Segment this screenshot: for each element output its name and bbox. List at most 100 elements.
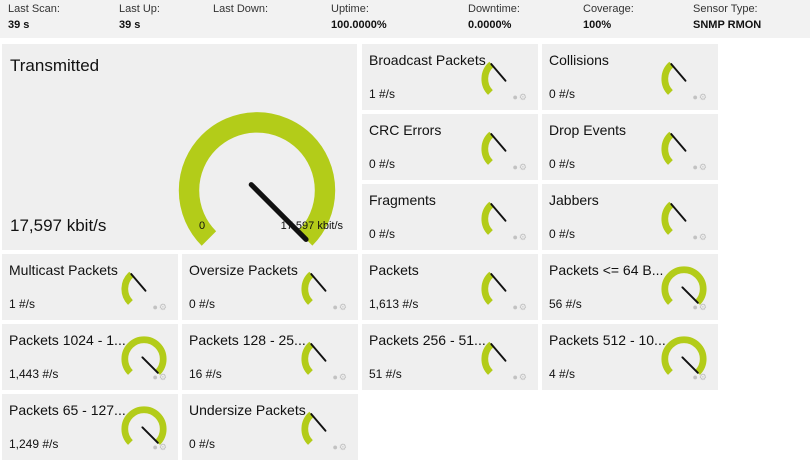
channel-name: Packets 256 - 51... [369, 332, 486, 348]
channel-tile[interactable]: Broadcast Packets 1 #/s ●⚙ [362, 44, 538, 110]
last-scan-value: 39 s [8, 19, 30, 31]
gauge-icon [481, 336, 527, 375]
gauge-icon [481, 126, 527, 165]
channel-tile[interactable]: Packets 1024 - 1... 1,443 #/s ●⚙ [2, 324, 178, 390]
sensor-status-bar: Last Scan: 39 s Last Up: 39 s Last Down:… [0, 0, 810, 38]
channel-name: Packets [369, 262, 419, 278]
channel-value: 1,443 #/s [9, 367, 59, 381]
channel-tile[interactable]: CRC Errors 0 #/s ●⚙ [362, 114, 538, 180]
sensor-type-value: SNMP RMON [693, 19, 762, 31]
tile-actions-icon[interactable]: ●⚙ [332, 302, 348, 312]
tile-actions-icon[interactable]: ●⚙ [152, 302, 168, 312]
channel-name: Packets 512 - 10... [549, 332, 666, 348]
last-down-label: Last Down: [213, 3, 269, 15]
sensor-type-stat: Sensor Type: SNMP RMON [693, 2, 761, 32]
tile-actions-icon[interactable]: ●⚙ [152, 372, 168, 382]
last-up-value: 39 s [119, 19, 141, 31]
channel-tile[interactable]: Packets <= 64 B... 56 #/s ●⚙ [542, 254, 718, 320]
channel-name: Packets 128 - 25... [189, 332, 306, 348]
channel-tile[interactable]: Drop Events 0 #/s ●⚙ [542, 114, 718, 180]
tile-actions-icon[interactable]: ●⚙ [152, 442, 168, 452]
sensor-type-label: Sensor Type: [693, 3, 758, 15]
channel-name: Broadcast Packets [369, 52, 486, 68]
channel-value: 4 #/s [549, 367, 576, 381]
gauge-icon [661, 336, 707, 375]
channel-name: Jabbers [549, 192, 599, 208]
tile-actions-icon[interactable]: ●⚙ [512, 162, 528, 172]
channel-value: 16 #/s [189, 367, 222, 381]
channel-tile[interactable]: Packets 65 - 127... 1,249 #/s ●⚙ [2, 394, 178, 460]
tile-actions-icon[interactable]: ●⚙ [692, 92, 708, 102]
channel-value: 56 #/s [549, 297, 582, 311]
channel-tile[interactable]: Multicast Packets 1 #/s ●⚙ [2, 254, 178, 320]
gauge-icon [301, 406, 347, 445]
channel-tile[interactable]: Fragments 0 #/s ●⚙ [362, 184, 538, 250]
uptime-stat: Uptime: 100.0000% [331, 2, 387, 32]
downtime-stat: Downtime: 0.0000% [468, 2, 520, 32]
channel-tile[interactable]: Jabbers 0 #/s ●⚙ [542, 184, 718, 250]
channel-name: Collisions [549, 52, 609, 68]
channel-value: 0 #/s [549, 227, 576, 241]
gauge-icon [121, 266, 167, 305]
channel-name: CRC Errors [369, 122, 442, 138]
coverage-stat: Coverage: 100% [583, 2, 634, 32]
gauge-icon [661, 56, 707, 95]
channel-name: Packets <= 64 B... [549, 262, 664, 278]
channel-name: Fragments [369, 192, 436, 208]
gauge-icon [661, 196, 707, 235]
uptime-value: 100.0000% [331, 19, 387, 31]
channel-name: Oversize Packets [189, 262, 298, 278]
channel-tile[interactable]: Packets 512 - 10... 4 #/s ●⚙ [542, 324, 718, 390]
tile-actions-icon[interactable]: ●⚙ [512, 92, 528, 102]
channel-tile[interactable]: Packets 256 - 51... 51 #/s ●⚙ [362, 324, 538, 390]
tile-actions-icon[interactable]: ●⚙ [692, 372, 708, 382]
channel-value: 0 #/s [369, 227, 396, 241]
gauge-icon [481, 56, 527, 95]
last-down-stat: Last Down: [213, 2, 268, 18]
channel-value: 0 #/s [549, 157, 576, 171]
channel-tile[interactable]: Collisions 0 #/s ●⚙ [542, 44, 718, 110]
channel-tile[interactable]: Undersize Packets 0 #/s ●⚙ [182, 394, 358, 460]
gauge-min-label: 0 [199, 220, 206, 232]
last-up-stat: Last Up: 39 s [119, 2, 160, 32]
coverage-label: Coverage: [583, 3, 634, 15]
primary-channel-tile[interactable]: Transmitted 17,597 kbit/s 0 17,597 kbit/… [2, 44, 357, 250]
channel-tile[interactable]: Packets 1,613 #/s ●⚙ [362, 254, 538, 320]
tile-actions-icon[interactable]: ●⚙ [692, 232, 708, 242]
primary-gauge-icon [178, 112, 336, 246]
downtime-label: Downtime: [468, 3, 520, 15]
channel-value: 0 #/s [369, 157, 396, 171]
channel-value: 1,613 #/s [369, 297, 419, 311]
channel-value: 1 #/s [9, 297, 36, 311]
tile-actions-icon[interactable]: ●⚙ [692, 162, 708, 172]
last-up-label: Last Up: [119, 3, 160, 15]
gauge-icon [301, 266, 347, 305]
channel-value: 0 #/s [189, 297, 216, 311]
channel-value: 0 #/s [189, 437, 216, 451]
downtime-value: 0.0000% [468, 19, 512, 31]
channel-name: Packets 65 - 127... [9, 402, 126, 418]
primary-channel-title: Transmitted [10, 56, 100, 75]
channel-name: Packets 1024 - 1... [9, 332, 126, 348]
last-scan-label: Last Scan: [8, 3, 60, 15]
gauge-icon [121, 336, 167, 375]
last-scan-stat: Last Scan: 39 s [8, 2, 60, 32]
coverage-value: 100% [583, 19, 612, 31]
tile-actions-icon[interactable]: ●⚙ [512, 232, 528, 242]
channel-value: 51 #/s [369, 367, 402, 381]
gauge-icon [661, 126, 707, 165]
channel-tile[interactable]: Packets 128 - 25... 16 #/s ●⚙ [182, 324, 358, 390]
channel-tile[interactable]: Oversize Packets 0 #/s ●⚙ [182, 254, 358, 320]
channel-name: Multicast Packets [9, 262, 118, 278]
tile-actions-icon[interactable]: ●⚙ [512, 372, 528, 382]
gauge-max-label: 17,597 kbit/s [280, 220, 343, 232]
tile-actions-icon[interactable]: ●⚙ [332, 372, 348, 382]
tile-actions-icon[interactable]: ●⚙ [332, 442, 348, 452]
channel-value: 0 #/s [549, 87, 576, 101]
tile-actions-icon[interactable]: ●⚙ [512, 302, 528, 312]
primary-channel-value: 17,597 kbit/s [10, 216, 107, 235]
tile-actions-icon[interactable]: ●⚙ [692, 302, 708, 312]
uptime-label: Uptime: [331, 3, 369, 15]
gauge-icon [481, 196, 527, 235]
channel-name: Drop Events [549, 122, 627, 138]
